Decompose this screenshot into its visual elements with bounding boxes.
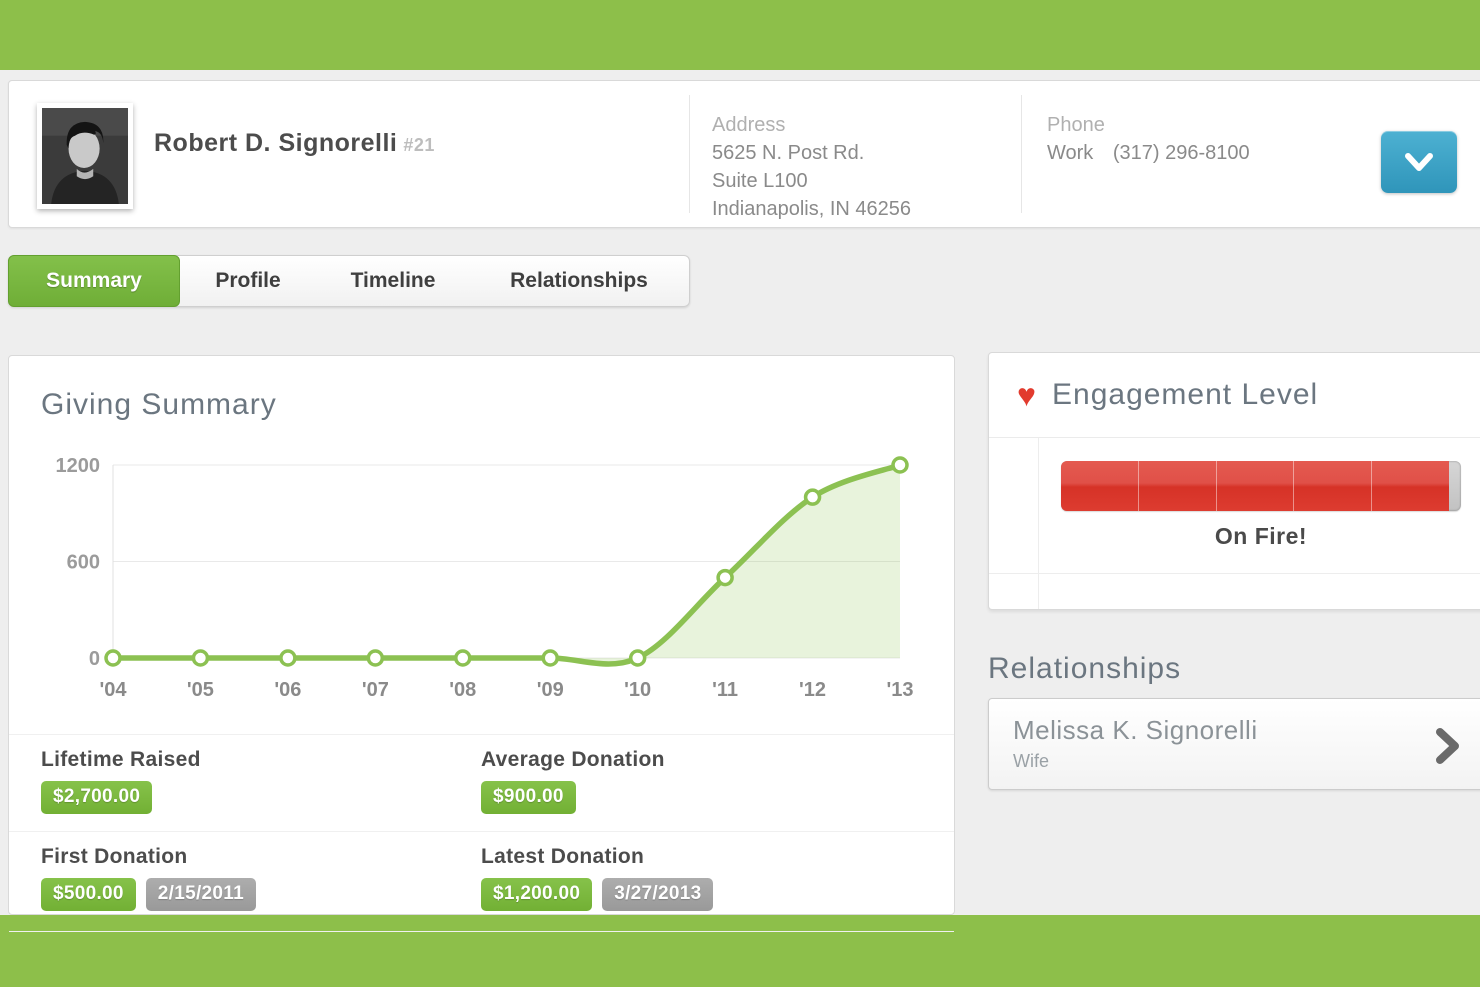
engagement-title-row: ♥ Engagement Level	[989, 353, 1480, 438]
giving-chart: 0 600 1200 '04 '05 '06 '07 '08 '09 '10 '11 '12 '13	[15, 451, 945, 716]
engagement-gridline	[989, 573, 1480, 574]
stat-label: Latest Donation	[481, 845, 645, 868]
engagement-bar-segment	[1217, 461, 1295, 511]
chevron-down-icon	[1405, 153, 1433, 171]
avatar-photo	[42, 108, 128, 204]
address-line-2: Suite L100	[712, 170, 808, 192]
header-divider	[1021, 95, 1022, 213]
engagement-bar	[1061, 461, 1461, 511]
relationship-list-item[interactable]: Melissa K. Signorelli Wife	[988, 698, 1480, 790]
tab-relationships[interactable]: Relationships	[510, 269, 648, 292]
stat-label: Lifetime Raised	[41, 748, 201, 771]
bottom-brand-bar	[0, 915, 1480, 987]
header-divider	[689, 95, 690, 213]
stat-row-1: Lifetime Raised $2,700.00 Average Donati…	[9, 734, 954, 831]
address-line-3: Indianapolis, IN 46256	[712, 198, 912, 220]
svg-text:'10: '10	[624, 679, 651, 701]
stat-average-donation: Average Donation $900.00	[481, 748, 922, 814]
date-badge: 2/15/2011	[145, 878, 256, 911]
amount-badge: $2,700.00	[41, 781, 153, 814]
date-badge: 3/27/2013	[602, 878, 714, 911]
engagement-bar-segment	[1061, 461, 1139, 511]
address-label: Address	[712, 114, 786, 136]
phone-label: Phone	[1047, 114, 1105, 136]
account-number: #21	[403, 135, 435, 155]
profile-header-card: Robert D. Signorelli #21 Address 5625 N. …	[8, 80, 1480, 228]
svg-text:'12: '12	[799, 679, 826, 701]
heart-icon: ♥	[1017, 377, 1036, 413]
svg-text:'04: '04	[99, 679, 127, 701]
chevron-right-icon	[1436, 728, 1459, 764]
amount-badge: $900.00	[481, 781, 576, 814]
svg-text:'05: '05	[187, 679, 214, 701]
svg-text:'07: '07	[362, 679, 389, 701]
stat-row-2: First Donation $500.00 2/15/2011 Latest …	[9, 831, 954, 932]
engagement-title: Engagement Level	[1052, 378, 1319, 411]
svg-text:'09: '09	[537, 679, 564, 701]
page-title: Robert D. Signorelli #21	[154, 129, 435, 158]
giving-summary-title: Giving Summary	[41, 388, 277, 421]
stat-latest-donation: Latest Donation $1,200.00 3/27/2013	[481, 845, 922, 911]
phone-number: (317) 296-8100	[1112, 142, 1250, 164]
stat-first-donation: First Donation $500.00 2/15/2011	[41, 845, 481, 911]
relationships-heading: Relationships	[988, 652, 1182, 685]
svg-text:'08: '08	[449, 679, 476, 701]
svg-text:'06: '06	[274, 679, 301, 701]
stat-lifetime-raised: Lifetime Raised $2,700.00	[41, 748, 481, 814]
engagement-bar-segment	[1139, 461, 1217, 511]
avatar	[37, 103, 133, 209]
svg-text:'11: '11	[712, 679, 738, 701]
engagement-axis-line	[1038, 438, 1039, 609]
person-name: Robert D. Signorelli	[154, 129, 398, 157]
relationship-type: Wife	[1013, 751, 1049, 771]
tab-timeline[interactable]: Timeline	[350, 269, 436, 292]
top-brand-bar	[0, 0, 1480, 70]
amount-badge: $500.00	[41, 878, 136, 911]
engagement-level-label: On Fire!	[1214, 523, 1308, 549]
engagement-bar-segment	[1294, 461, 1373, 511]
address-block: Address 5625 N. Post Rd. Suite L100 Indi…	[712, 111, 911, 223]
svg-text:'13: '13	[886, 679, 913, 701]
header-actions-dropdown-button[interactable]	[1381, 131, 1457, 193]
engagement-bar-fill	[1061, 461, 1449, 511]
giving-chart-svg: 0 600 1200 '04 '05 '06 '07 '08 '09 '10 '11 '12 '13	[56, 455, 914, 701]
phone-block: Phone Work (317) 296-8100	[1047, 111, 1250, 167]
address-line-1: 5625 N. Post Rd.	[712, 142, 865, 164]
tab-summary[interactable]: Summary	[8, 255, 180, 307]
relationship-name: Melissa K. Signorelli	[1013, 715, 1258, 745]
profile-tabbar: Summary Profile Timeline Relationships	[8, 255, 690, 307]
stat-label: Average Donation	[481, 748, 665, 771]
phone-type: Work	[1047, 142, 1094, 164]
engagement-level-card: ♥ Engagement Level On Fire!	[988, 352, 1480, 610]
amount-badge: $1,200.00	[481, 878, 593, 911]
svg-text:0: 0	[89, 648, 100, 670]
engagement-bar-segment	[1372, 461, 1449, 511]
svg-text:1200: 1200	[56, 455, 101, 477]
svg-text:600: 600	[67, 552, 100, 574]
tab-profile[interactable]: Profile	[215, 269, 281, 292]
stat-label: First Donation	[41, 845, 188, 868]
giving-stats: Lifetime Raised $2,700.00 Average Donati…	[9, 734, 954, 932]
giving-summary-card: Giving Summary 0 600 1200 '04 '05 '06 '07 '08 '0…	[8, 355, 955, 932]
